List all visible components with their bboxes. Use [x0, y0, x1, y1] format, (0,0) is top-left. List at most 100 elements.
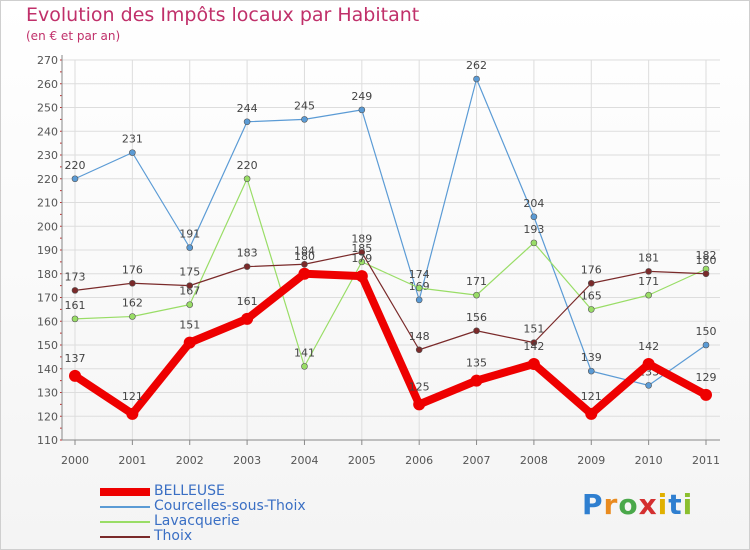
- data-point-2: [301, 363, 308, 370]
- legend-label-thoix: Thoix: [154, 528, 193, 544]
- x-tick-label: 2001: [118, 454, 146, 467]
- data-label-0: 151: [179, 319, 200, 332]
- data-point-3: [702, 270, 710, 278]
- x-tick-label: 2009: [577, 454, 605, 467]
- data-label-1: 139: [581, 351, 602, 364]
- data-label-3: 176: [122, 263, 143, 276]
- data-point-1: [645, 382, 652, 389]
- series-line-3: [74, 251, 707, 351]
- data-label-3: 189: [351, 232, 372, 245]
- legend-swatch-thoix: [100, 536, 150, 538]
- data-point-3: [358, 249, 366, 256]
- data-point-1: [186, 244, 194, 251]
- data-label-1: 231: [122, 133, 143, 146]
- data-label-2: 182: [696, 249, 717, 262]
- data-label-0: 129: [696, 371, 717, 384]
- data-point-0: [355, 270, 368, 283]
- data-point-3: [587, 279, 595, 287]
- chart-title: Evolution des Impôts locaux par Habitant: [26, 4, 420, 26]
- data-point-3: [301, 260, 308, 268]
- data-label-0: 142: [523, 340, 544, 353]
- series-line-0: [71, 269, 710, 418]
- data-point-2: [186, 301, 194, 308]
- data-label-1: 245: [294, 99, 315, 112]
- y-tick-label: 220: [37, 173, 58, 186]
- data-point-0: [69, 369, 81, 382]
- legend-label-lavacquerie: Lavacquerie: [154, 513, 240, 529]
- data-label-2: 220: [237, 159, 258, 172]
- x-tick-label: 2002: [176, 454, 204, 467]
- data-label-2: 162: [122, 297, 143, 310]
- data-point-2: [645, 291, 652, 299]
- legend-swatch-courcelles: [100, 506, 150, 508]
- x-tick-label: 2008: [520, 454, 548, 467]
- data-label-2: 171: [466, 275, 487, 288]
- data-label-0: 121: [581, 390, 602, 403]
- x-tick-label: 2007: [463, 454, 491, 467]
- x-tick-label: 2006: [405, 454, 433, 467]
- data-label-2: 165: [581, 289, 602, 302]
- data-label-3: 180: [696, 254, 717, 267]
- y-tick-label: 270: [37, 54, 58, 67]
- data-label-0: 125: [409, 380, 430, 393]
- x-tick-label: 2011: [692, 454, 720, 467]
- data-point-1: [358, 106, 366, 114]
- data-point-3: [71, 287, 79, 294]
- data-point-1: [71, 175, 79, 183]
- series-line-1: [74, 78, 707, 386]
- y-tick-label: 170: [37, 292, 58, 305]
- data-label-3: 173: [65, 270, 86, 283]
- data-label-0: 121: [122, 390, 143, 403]
- data-label-3: 184: [294, 244, 315, 257]
- legend-swatch-belleuse: [100, 488, 150, 496]
- legend-swatch-lavacquerie: [100, 521, 150, 523]
- data-label-3: 175: [179, 266, 200, 279]
- data-label-3: 183: [237, 247, 258, 260]
- data-point-1: [415, 296, 423, 304]
- data-point-1: [530, 213, 538, 221]
- data-point-3: [243, 263, 251, 270]
- data-label-2: 167: [179, 285, 200, 298]
- series-line-2: [74, 178, 707, 367]
- legend-label-belleuse: BELLEUSE: [154, 483, 225, 499]
- y-tick-label: 150: [37, 339, 58, 352]
- data-label-1: 249: [351, 90, 372, 103]
- data-point-0: [527, 358, 540, 370]
- data-point-2: [587, 306, 595, 313]
- data-point-3: [186, 282, 194, 289]
- x-tick-label: 2004: [290, 454, 318, 467]
- data-point-0: [642, 358, 655, 370]
- data-point-2: [473, 291, 480, 299]
- data-label-2: 193: [523, 223, 544, 236]
- data-point-1: [129, 149, 136, 156]
- data-label-0: 161: [237, 295, 258, 308]
- x-tick-label: 2003: [233, 454, 261, 467]
- data-point-3: [473, 327, 480, 335]
- data-label-0: 179: [351, 252, 372, 265]
- data-point-0: [126, 407, 139, 420]
- data-label-3: 151: [523, 323, 544, 336]
- legend-label-courcelles: Courcelles-sous-Thoix: [154, 498, 306, 514]
- data-point-1: [301, 116, 308, 123]
- y-tick-label: 210: [37, 197, 58, 210]
- data-point-0: [585, 407, 598, 420]
- y-tick-label: 130: [37, 387, 58, 400]
- data-label-0: 142: [638, 340, 659, 353]
- data-point-2: [129, 313, 136, 320]
- data-point-2: [415, 284, 423, 292]
- y-tick-label: 180: [37, 268, 58, 281]
- y-tick-label: 200: [37, 220, 58, 233]
- data-label-1: 204: [523, 197, 544, 210]
- data-point-1: [702, 341, 710, 349]
- y-tick-label: 110: [37, 434, 58, 447]
- data-label-0: 180: [294, 250, 315, 263]
- data-label-3: 176: [581, 263, 602, 276]
- y-tick-label: 160: [37, 315, 58, 328]
- data-label-3: 181: [638, 251, 659, 264]
- y-tick-label: 190: [37, 244, 58, 257]
- data-point-1: [243, 118, 251, 126]
- y-tick-label: 240: [37, 125, 58, 138]
- data-point-3: [530, 339, 538, 346]
- data-label-3: 156: [466, 311, 487, 324]
